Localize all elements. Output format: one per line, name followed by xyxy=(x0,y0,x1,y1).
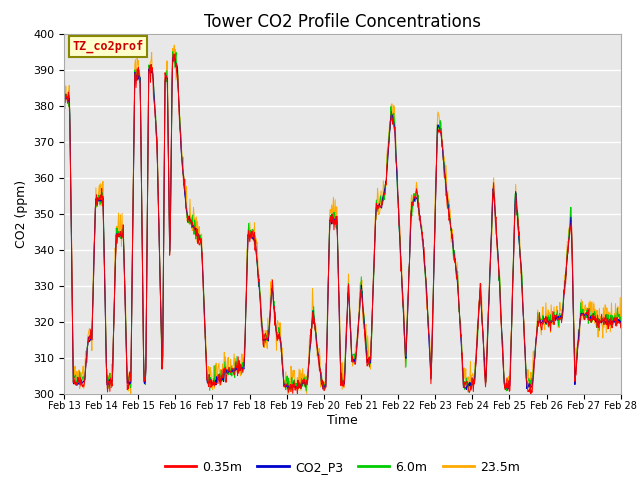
0.35m xyxy=(590,315,598,321)
23.5m xyxy=(127,391,134,396)
6.0m xyxy=(590,313,598,319)
0.35m xyxy=(389,115,397,121)
CO2_P3 xyxy=(87,337,95,343)
6.0m xyxy=(292,381,300,386)
23.5m xyxy=(292,384,300,389)
CO2_P3 xyxy=(463,386,470,392)
0.35m xyxy=(163,79,171,85)
CO2_P3 xyxy=(388,113,396,119)
6.0m xyxy=(617,322,625,328)
CO2_P3 xyxy=(163,75,171,81)
CO2_P3 xyxy=(590,317,598,323)
0.35m xyxy=(294,391,301,396)
23.5m xyxy=(389,119,397,125)
Legend: 0.35m, CO2_P3, 6.0m, 23.5m: 0.35m, CO2_P3, 6.0m, 23.5m xyxy=(160,456,525,479)
Line: 23.5m: 23.5m xyxy=(64,45,621,394)
23.5m xyxy=(164,99,172,105)
23.5m xyxy=(617,324,625,330)
Line: 0.35m: 0.35m xyxy=(64,54,621,394)
0.35m xyxy=(60,94,68,99)
CO2_P3 xyxy=(292,384,300,389)
Title: Tower CO2 Profile Concentrations: Tower CO2 Profile Concentrations xyxy=(204,12,481,31)
CO2_P3 xyxy=(617,319,625,324)
0.35m xyxy=(87,326,95,332)
6.0m xyxy=(163,81,171,86)
Text: TZ_co2prof: TZ_co2prof xyxy=(72,40,143,53)
CO2_P3 xyxy=(599,318,607,324)
23.5m xyxy=(599,335,607,341)
Line: 6.0m: 6.0m xyxy=(64,52,621,394)
0.35m xyxy=(170,51,177,57)
23.5m xyxy=(170,42,178,48)
0.35m xyxy=(292,386,300,392)
23.5m xyxy=(590,301,598,307)
Y-axis label: CO2 (ppm): CO2 (ppm) xyxy=(15,180,28,248)
0.35m xyxy=(599,317,607,323)
X-axis label: Time: Time xyxy=(327,414,358,427)
6.0m xyxy=(527,391,534,396)
CO2_P3 xyxy=(170,54,177,60)
0.35m xyxy=(617,325,625,331)
6.0m xyxy=(599,318,607,324)
6.0m xyxy=(60,91,68,97)
6.0m xyxy=(87,329,95,335)
23.5m xyxy=(87,338,95,344)
23.5m xyxy=(60,87,68,93)
Line: CO2_P3: CO2_P3 xyxy=(64,57,621,389)
CO2_P3 xyxy=(60,96,68,102)
6.0m xyxy=(388,118,396,123)
6.0m xyxy=(169,49,177,55)
